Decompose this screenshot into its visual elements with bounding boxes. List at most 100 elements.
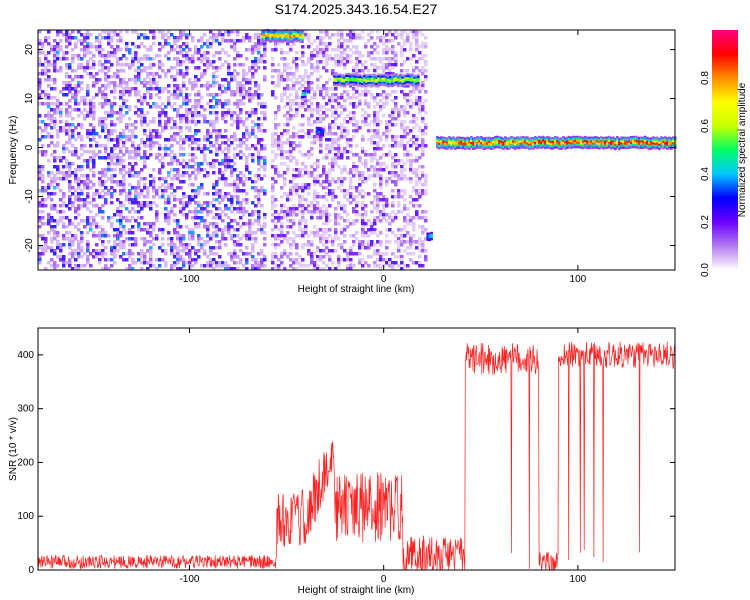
spectrogram-cell [409, 144, 413, 148]
spectrogram-cell [131, 123, 135, 127]
spectrogram-cell [104, 264, 108, 268]
spectrogram-cell [373, 183, 377, 187]
spectrogram-cell [149, 231, 153, 235]
spectrogram-cell [385, 48, 389, 52]
spectrogram-cell [149, 66, 153, 70]
spectrogram-cell [200, 36, 204, 40]
spectrogram-tone-cell [263, 40, 266, 43]
spectrogram-tone-cell [405, 83, 408, 86]
spectrogram-cell [95, 78, 99, 82]
spectrogram-cell [286, 150, 290, 154]
spectrogram-cell [400, 105, 404, 109]
spectrogram-cell [382, 198, 386, 202]
spectrogram-tone-cell [291, 40, 294, 43]
spectrogram-cell [263, 48, 267, 52]
spectrogram-cell [95, 225, 99, 229]
spectrogram-cell [212, 198, 216, 202]
spectrogram-cell [167, 216, 171, 220]
spectrogram-cell [116, 198, 120, 202]
spectrogram-cell [221, 33, 225, 37]
spectrogram-cell [59, 45, 63, 49]
spectrogram-cell [385, 135, 389, 139]
spectrogram-cell [376, 162, 380, 166]
spectrogram-cell [242, 69, 246, 73]
spectrogram-cell [418, 216, 422, 220]
spectrogram-cell [143, 252, 147, 256]
spectrogram-cell [194, 78, 198, 82]
spectrogram-cell [68, 63, 72, 67]
spectrogram-cell [185, 252, 189, 256]
spectrogram-cell [215, 66, 219, 70]
spectrogram-cell [203, 138, 207, 142]
spectrogram-cell [71, 252, 75, 256]
spectrogram-cell [98, 192, 102, 196]
spectrogram-cell [38, 201, 42, 205]
spectrogram-cell [155, 267, 159, 271]
spectrogram-cell [71, 60, 75, 64]
spectrogram-cell [104, 126, 108, 130]
spectrogram-cell [233, 255, 237, 259]
spectrogram-cell [89, 72, 93, 76]
spectrogram-cell [412, 240, 416, 244]
spectrogram-cell [307, 204, 311, 208]
spectrogram-cell [349, 30, 353, 34]
spectrogram-cell [77, 246, 81, 250]
spectrogram-tone-cell [351, 77, 354, 80]
spectrogram-cell [209, 63, 213, 67]
spectrogram-cell [203, 57, 207, 61]
spectrogram-cell [421, 69, 425, 73]
spectrogram-cell [319, 117, 323, 121]
spectrogram-cell [185, 126, 189, 130]
spectrogram-cell [131, 198, 135, 202]
spectrogram-cell [176, 108, 180, 112]
spectrogram-tone-cell [377, 81, 380, 84]
spectrogram-cell [236, 255, 240, 259]
spectrogram-cell [230, 225, 234, 229]
spectrogram-cell [182, 261, 186, 265]
spectrogram-tone-cell [279, 40, 282, 43]
spectrogram-tone-cell [436, 144, 439, 147]
spectrogram-cell [227, 228, 231, 232]
spectrogram-cell [104, 75, 108, 79]
spectrogram-cell [224, 99, 228, 103]
spectrogram-cell [292, 267, 296, 271]
spectrogram-cell [349, 183, 353, 187]
spectrogram-tone-cell [377, 79, 380, 82]
spectrogram-cell [74, 90, 78, 94]
spectrogram-cell [215, 51, 219, 55]
spectrogram-cell [263, 222, 267, 226]
spectrogram-cell [230, 267, 234, 271]
spectrogram-cell [68, 129, 72, 133]
spectrogram-cell [62, 216, 66, 220]
spectrogram-cell [125, 63, 129, 67]
spectrogram-cell [340, 54, 344, 58]
spectrogram-cell [188, 57, 192, 61]
spectrogram-cell [74, 69, 78, 73]
spectrogram-cell [415, 102, 419, 106]
spectrogram-cell [68, 39, 72, 43]
spectrogram-cell [224, 183, 228, 187]
spectrogram-cell [331, 240, 335, 244]
spectrogram-cell [257, 39, 261, 43]
spectrogram-cell [131, 258, 135, 262]
spectrogram-cell [161, 108, 165, 112]
spectrogram-cell [86, 243, 90, 247]
spectrogram-cell [289, 144, 293, 148]
spectrogram-cell [119, 114, 123, 118]
spectrogram-tone-cell [367, 83, 370, 87]
spectrogram-tone-cell [347, 73, 350, 76]
spectrogram-cell [298, 195, 302, 199]
spectrogram-tone-cell [261, 29, 264, 33]
spectrogram-cell [167, 84, 171, 88]
spectrogram-cell [406, 84, 410, 88]
spectrogram-cell [257, 213, 261, 217]
spectrogram-cell [373, 42, 377, 46]
spectrogram-cell [110, 249, 114, 253]
spectrogram-cell [128, 66, 132, 70]
spectrogram-cell [388, 264, 392, 268]
spectrogram-cell [319, 210, 323, 214]
spectrogram-cell [373, 228, 377, 232]
spectrogram-cell [140, 168, 144, 172]
spectrogram-cell [173, 228, 177, 232]
spectrogram-cell [337, 54, 341, 58]
